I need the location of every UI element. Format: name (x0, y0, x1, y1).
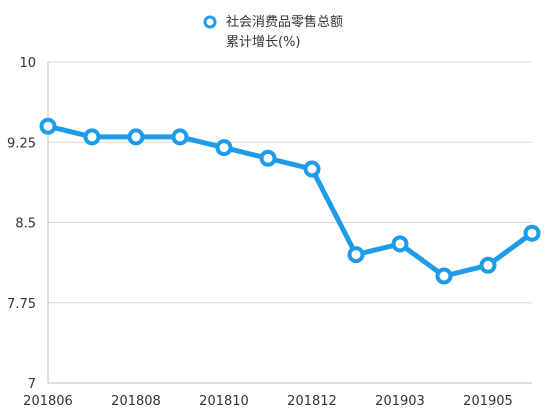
data-point (215, 139, 233, 157)
data-point (303, 160, 321, 178)
data-point (39, 117, 57, 135)
series-line-0 (45, 123, 535, 279)
y-tick-label: 7 (28, 377, 36, 392)
y-tick-label: 9.25 (7, 136, 36, 151)
data-point (259, 149, 277, 167)
y-axis-labels: 7 7.75 8.5 9.25 10 (7, 56, 36, 392)
legend: 社会消费品零售总额 累计增长(%) (203, 14, 343, 50)
grid (47, 61, 532, 384)
data-point (391, 235, 409, 253)
y-tick-label: 8.5 (15, 217, 36, 232)
data-point (435, 267, 453, 285)
data-point (523, 224, 541, 242)
legend-entry-1: 社会消费品零售总额 (226, 14, 343, 30)
y-tick-label: 10 (19, 56, 36, 71)
x-tick-label: 201812 (287, 394, 337, 409)
x-axis-labels: 201806 201808 201810 201812 201903 201905 (23, 394, 513, 409)
legend-entry-2: 累计增长(%) (226, 35, 301, 50)
data-point (479, 256, 497, 274)
series (39, 117, 541, 285)
data-point (347, 246, 365, 264)
x-tick-label: 201810 (199, 394, 249, 409)
data-point (127, 128, 145, 146)
x-tick-label: 201806 (23, 394, 73, 409)
x-tick-label: 201905 (463, 394, 513, 409)
data-point (83, 128, 101, 146)
legend-marker-icon (203, 15, 217, 29)
data-point (171, 128, 189, 146)
y-tick-label: 7.75 (7, 297, 36, 312)
x-tick-label: 201808 (111, 394, 161, 409)
x-tick-label: 201903 (375, 394, 425, 409)
